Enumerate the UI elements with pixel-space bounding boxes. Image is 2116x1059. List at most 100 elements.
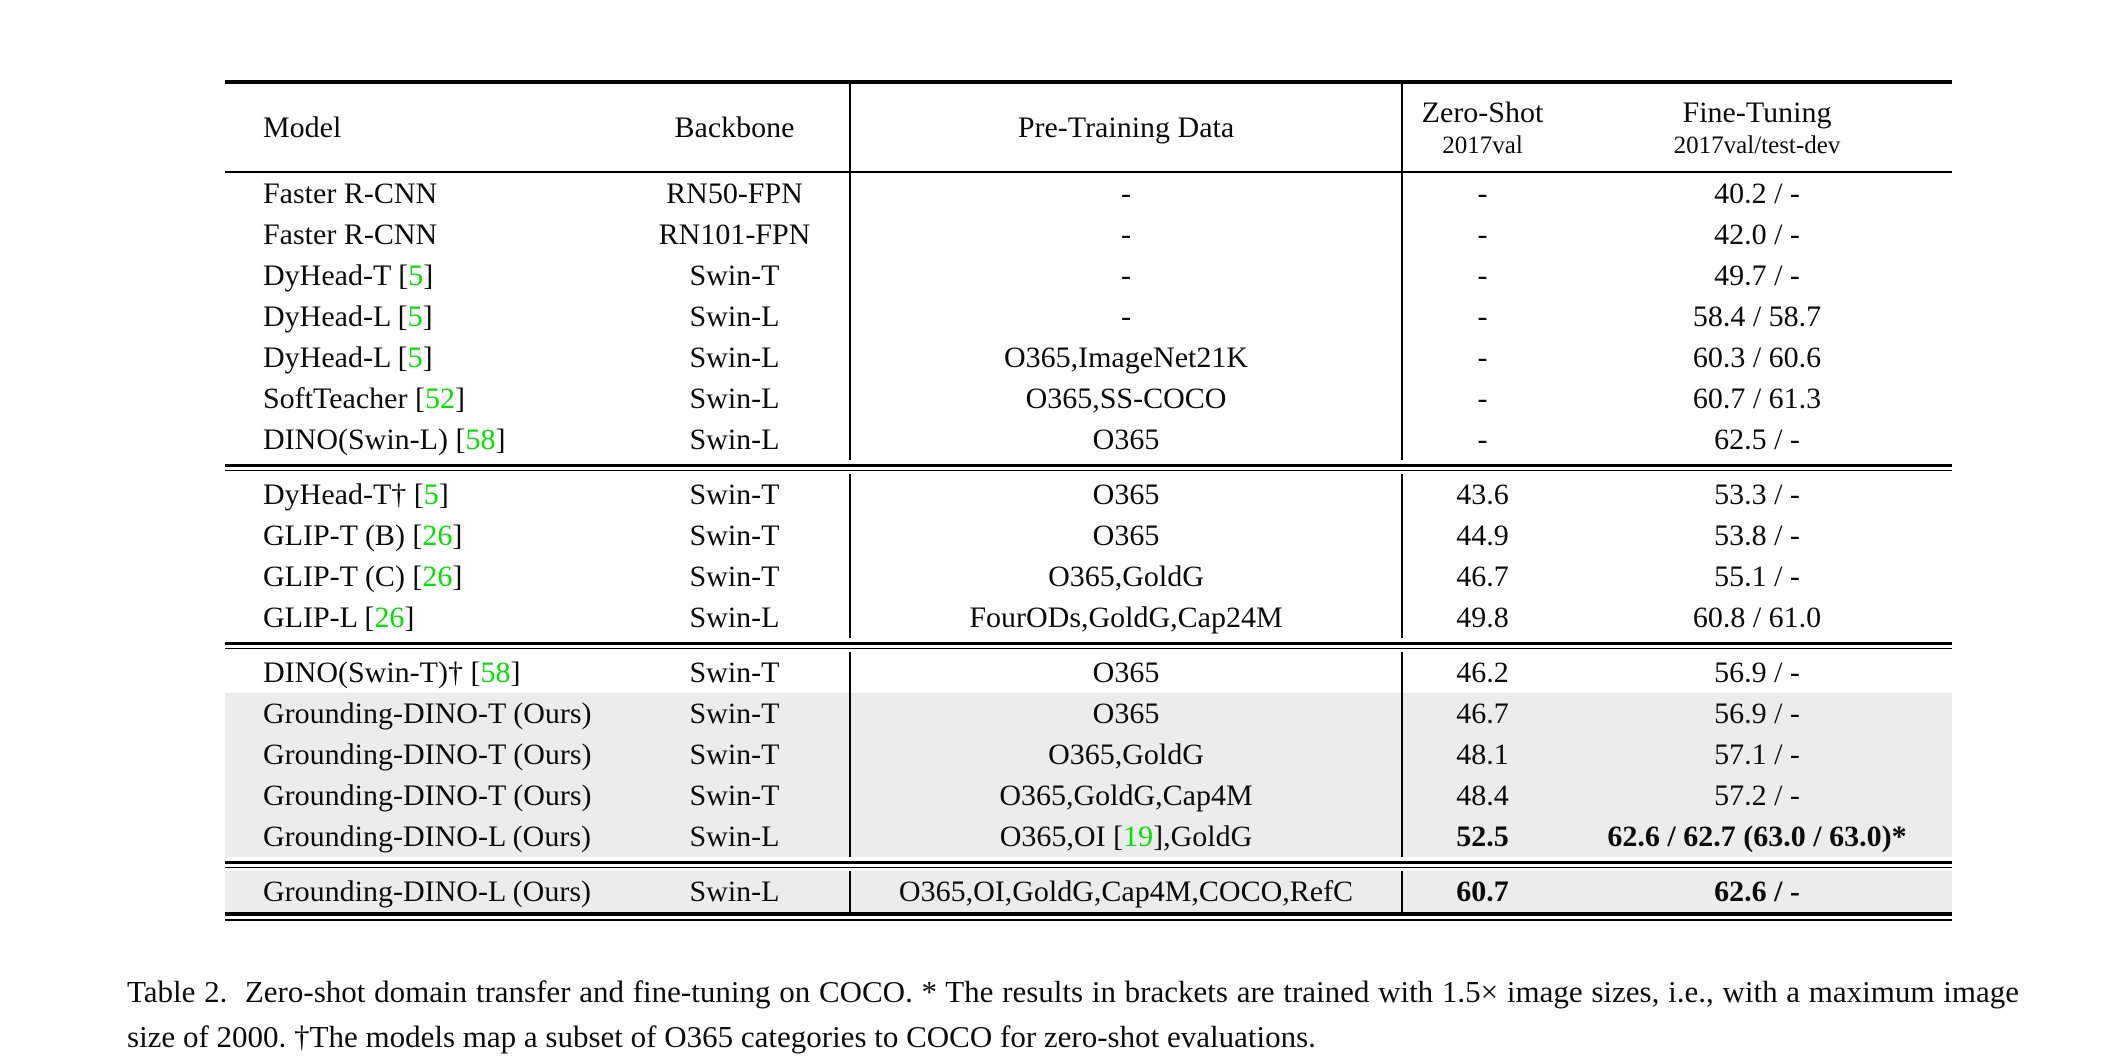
table-row: Grounding-DINO-L (Ours) Swin-L O365,OI [19… (225, 816, 1952, 857)
cell-finetune: 62.6 / - (1562, 871, 1952, 912)
table-row: DyHead-L [5] Swin-L O365,ImageNet21K - 60.3 … (225, 337, 1952, 378)
table-row: Faster R-CNN RN101-FPN - - 42.0 / - (225, 214, 1952, 255)
cell-model: GLIP-L [26] (263, 601, 415, 634)
cell-model: Faster R-CNN (263, 177, 438, 210)
section-divider-lines (225, 857, 1952, 871)
cell-backbone: Swin-L (620, 871, 850, 912)
cell-zeroshot: - (1401, 378, 1562, 419)
cell-pretrain: O365,OI,GoldG,Cap4M,COCO,RefC (849, 871, 1402, 912)
citation-number: 26 (374, 601, 405, 634)
cell-finetune: 57.1 / - (1562, 734, 1952, 775)
cell-finetune: 55.1 / - (1714, 560, 1800, 593)
col-header-zero-shot-sublabel: 2017val (1442, 132, 1523, 159)
col-header-model: Model (225, 82, 620, 173)
table-row: Faster R-CNN RN50-FPN - - 40.2 / - (225, 172, 1952, 214)
cell-zeroshot: 48.1 (1401, 734, 1562, 775)
cell-pretrain: O365,OI [19],GoldG (849, 816, 1402, 857)
cell-finetune: 56.9 / - (1714, 656, 1800, 689)
col-header-pretraining-data: Pre-Training Data (849, 82, 1402, 173)
col-header-zero-shot: Zero-Shot 2017val (1401, 82, 1562, 173)
cell-backbone: Swin-L (689, 382, 780, 415)
citation-number: 58 (480, 656, 511, 689)
table-row: SoftTeacher [52] Swin-L O365,SS-COCO - 60.7 … (225, 378, 1952, 419)
cell-finetune: 57.2 / - (1562, 775, 1952, 816)
cell-zeroshot: 46.2 (1401, 652, 1562, 693)
table-row: DyHead-T [5] Swin-T - - 49.7 / - (225, 255, 1952, 296)
cell-model: Grounding-DINO-T (Ours) (225, 775, 620, 816)
table-row: Grounding-DINO-T (Ours) Swin-T O365,GoldG 4… (225, 734, 1952, 775)
cell-backbone: RN101-FPN (658, 218, 811, 251)
cell-model: DyHead-L [5] (263, 300, 433, 333)
cell-finetune: 60.7 / 61.3 (1692, 382, 1822, 415)
results-table: Model Backbone Pre-Training Data Zero-Sh… (225, 80, 1952, 912)
cell-pretrain: O365,SS-COCO (849, 378, 1402, 419)
cell-zeroshot: 46.7 (1401, 693, 1562, 734)
cell-model: GLIP-T (C) [26] (263, 560, 463, 593)
cell-pretrain: O365,GoldG (849, 734, 1402, 775)
table-caption: Table 2. Zero-shot domain transfer and f… (127, 974, 2019, 1054)
citation-number: 5 (407, 300, 423, 333)
cell-model: Grounding-DINO-T (Ours) (225, 734, 620, 775)
cell-backbone: Swin-L (689, 341, 780, 374)
section-divider (225, 857, 1952, 871)
table-row: DINO(Swin-T)† [58] Swin-T O365 46.2 56.9 / - (225, 652, 1952, 693)
cell-zeroshot: 44.9 (1401, 515, 1562, 556)
section-divider (225, 460, 1952, 474)
cell-zeroshot: - (1401, 172, 1562, 214)
cell-pretrain: O365,GoldG (849, 556, 1402, 597)
cell-model: DINO(Swin-T)† [58] (263, 656, 521, 689)
col-header-pretraining-data-label: Pre-Training Data (1017, 110, 1235, 144)
section-divider-lines (225, 460, 1952, 474)
cell-pretrain: O365 (849, 693, 1402, 734)
table-row: GLIP-L [26] Swin-L FourODs,GoldG,Cap24M 49.… (225, 597, 1952, 638)
table-bottom-rule (225, 912, 1952, 921)
cell-backbone: Swin-T (689, 560, 780, 593)
cell-zeroshot: 52.5 (1401, 816, 1562, 857)
section-divider (225, 638, 1952, 652)
col-header-fine-tuning-label: Fine-Tuning (1682, 96, 1832, 129)
cell-backbone: Swin-L (689, 300, 780, 333)
cell-backbone: Swin-T (689, 259, 780, 292)
citation-number: 5 (423, 478, 439, 511)
bottom-rule-thin-line (225, 919, 1952, 921)
cell-zeroshot: 60.7 (1401, 871, 1562, 912)
cell-pretrain: - (849, 255, 1402, 296)
citation-number: 19 (1123, 820, 1154, 853)
cell-finetune: 62.6 / 62.7 (63.0 / 63.0)* (1562, 816, 1952, 857)
cell-finetune: 56.9 / - (1562, 693, 1952, 734)
cell-pretrain: O365,GoldG,Cap4M (849, 775, 1402, 816)
cell-finetune: 49.7 / - (1714, 259, 1800, 292)
cell-pretrain: O365 (849, 474, 1402, 515)
col-header-zero-shot-label: Zero-Shot (1421, 96, 1544, 129)
cell-pretrain: O365 (849, 419, 1402, 460)
cell-model: DyHead-L [5] (263, 341, 433, 374)
cell-finetune: 40.2 / - (1714, 177, 1800, 210)
col-header-fine-tuning: Fine-Tuning 2017val/test-dev (1562, 82, 1952, 173)
cell-model: Faster R-CNN (263, 218, 438, 251)
cell-backbone: Swin-L (620, 816, 850, 857)
section-divider-lines (225, 638, 1952, 652)
cell-model: DINO(Swin-L) [58] (263, 423, 506, 456)
cell-backbone: Swin-T (689, 519, 780, 552)
cell-finetune: 60.3 / 60.6 (1692, 341, 1822, 374)
cell-zeroshot: 43.6 (1401, 474, 1562, 515)
cell-model: Grounding-DINO-L (Ours) (225, 871, 620, 912)
cell-pretrain: O365,ImageNet21K (849, 337, 1402, 378)
cell-finetune: 53.3 / - (1714, 478, 1800, 511)
table-row: GLIP-T (B) [26] Swin-T O365 44.9 53.8 / - (225, 515, 1952, 556)
table-row: Grounding-DINO-T (Ours) Swin-T O365,GoldG,… (225, 775, 1952, 816)
cell-model: DyHead-T† [5] (263, 478, 449, 511)
table-2: Model Backbone Pre-Training Data Zero-Sh… (225, 80, 1952, 921)
citation-number: 26 (422, 560, 453, 593)
table-row: Grounding-DINO-L (Ours) Swin-L O365,OI,Gol… (225, 871, 1952, 912)
cell-pretrain: O365 (849, 652, 1402, 693)
cell-model: Grounding-DINO-T (Ours) (225, 693, 620, 734)
cell-backbone: Swin-T (689, 478, 780, 511)
cell-zeroshot: 48.4 (1401, 775, 1562, 816)
cell-backbone: RN50-FPN (666, 177, 803, 210)
col-header-backbone-label: Backbone (674, 110, 795, 144)
cell-model: Grounding-DINO-L (Ours) (225, 816, 620, 857)
citation-number: 58 (465, 423, 496, 456)
col-header-model-label: Model (263, 110, 342, 144)
col-header-backbone: Backbone (620, 82, 850, 173)
